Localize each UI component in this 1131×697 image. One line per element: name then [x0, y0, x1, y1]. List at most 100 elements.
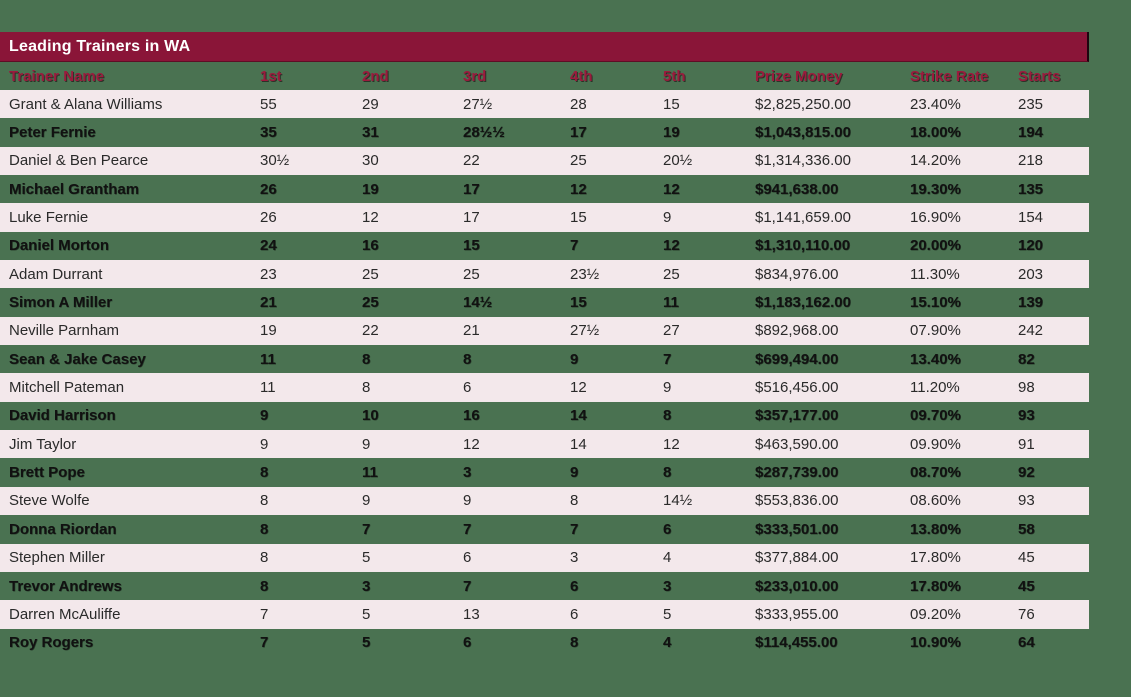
table-row: Roy Rogers 7 5 6 8 4 $114,455.00 10.90% 64 — [0, 629, 1089, 657]
cell-4th: 28 — [570, 95, 587, 113]
cell-starts: 218 — [1018, 152, 1044, 170]
cell-2nd: 25 — [362, 265, 379, 283]
cell-4th: 9 — [570, 350, 579, 368]
cell-1st: 55 — [260, 95, 277, 113]
cell-strike-rate: 08.70% — [910, 464, 961, 482]
table-rows: Grant & Alana Williams 55 29 27½ 28 15 $2,825,… — [0, 90, 1089, 657]
cell-starts: 139 — [1018, 294, 1044, 312]
cell-prize-money: $516,456.00 — [755, 379, 839, 397]
cell-trainer-name: Stephen Miller — [9, 549, 105, 567]
cell-5th: 9 — [663, 379, 672, 397]
cell-4th: 15 — [570, 294, 587, 312]
cell-5th: 8 — [663, 407, 672, 425]
table-title-bar: Leading Trainers in WA — [0, 32, 1089, 62]
table-row: Stephen Miller 8 5 6 3 4 $377,884.00 17.80% 45 — [0, 543, 1089, 572]
cell-5th: 3 — [663, 577, 672, 595]
cell-5th: 4 — [663, 549, 672, 567]
cell-3rd: 3 — [463, 464, 472, 482]
cell-trainer-name: Grant & Alana Williams — [9, 95, 163, 113]
cell-1st: 23 — [260, 265, 277, 283]
cell-prize-money: $357,177.00 — [755, 407, 839, 425]
cell-starts: 235 — [1018, 95, 1044, 113]
cell-2nd: 5 — [362, 605, 371, 623]
cell-strike-rate: 07.90% — [910, 322, 961, 340]
column-header-strike-rate: Strike Rate — [910, 67, 989, 85]
cell-starts: 58 — [1018, 520, 1035, 538]
column-header-3rd: 3rd — [463, 67, 487, 85]
cell-trainer-name: Roy Rogers — [9, 634, 94, 652]
cell-strike-rate: 17.80% — [910, 577, 961, 595]
table-row: Luke Fernie 26 12 17 15 9 $1,141,659.00 16.90% 1… — [0, 203, 1089, 232]
cell-strike-rate: 11.30% — [910, 265, 960, 283]
cell-5th: 27 — [663, 322, 680, 340]
cell-3rd: 13 — [463, 605, 480, 623]
cell-strike-rate: 13.40% — [910, 350, 961, 368]
cell-5th: 19 — [663, 124, 680, 142]
cell-2nd: 29 — [362, 95, 379, 113]
cell-4th: 14 — [570, 435, 587, 453]
cell-2nd: 30 — [362, 152, 379, 170]
cell-prize-money: $114,455.00 — [755, 634, 838, 652]
cell-5th: 15 — [663, 95, 680, 113]
cell-strike-rate: 11.20% — [910, 379, 960, 397]
cell-3rd: 17 — [463, 209, 480, 227]
cell-strike-rate: 10.90% — [910, 634, 961, 652]
cell-4th: 9 — [570, 464, 579, 482]
cell-trainer-name: Daniel Morton — [9, 237, 109, 255]
cell-strike-rate: 17.80% — [910, 549, 961, 567]
column-header-5th: 5th — [663, 67, 686, 85]
cell-3rd: 6 — [463, 549, 472, 567]
column-header-2nd: 2nd — [362, 67, 389, 85]
cell-trainer-name: Donna Riordan — [9, 520, 117, 538]
cell-3rd: 16 — [463, 407, 480, 425]
cell-trainer-name: Daniel & Ben Pearce — [9, 152, 149, 170]
cell-trainer-name: Darren McAuliffe — [9, 605, 121, 623]
cell-prize-money: $233,010.00 — [755, 577, 839, 595]
cell-trainer-name: Peter Fernie — [9, 124, 96, 142]
table-row: Adam Durrant 23 25 25 23½ 25 $834,976.00 11.30%… — [0, 260, 1089, 289]
cell-strike-rate: 09.70% — [910, 407, 961, 425]
cell-2nd: 5 — [362, 634, 371, 652]
cell-3rd: 15 — [463, 237, 480, 255]
cell-starts: 92 — [1018, 464, 1035, 482]
cell-1st: 8 — [260, 549, 269, 567]
table-row: Darren McAuliffe 7 5 13 6 5 $333,955.00 09.20% 7… — [0, 600, 1089, 629]
cell-starts: 82 — [1018, 350, 1035, 368]
table-row: Peter Fernie 35 31 28½½ 17 19 $1,043,815.00 18.… — [0, 118, 1089, 146]
cell-starts: 242 — [1018, 322, 1044, 340]
cell-2nd: 8 — [362, 350, 371, 368]
cell-5th: 6 — [663, 520, 672, 538]
cell-4th: 3 — [570, 549, 579, 567]
column-header-4th: 4th — [570, 67, 593, 85]
cell-prize-money: $1,183,162.00 — [755, 294, 851, 312]
cell-3rd: 8 — [463, 350, 472, 368]
cell-5th: 25 — [663, 265, 680, 283]
cell-1st: 8 — [260, 464, 269, 482]
cell-3rd: 9 — [463, 492, 472, 510]
cell-5th: 14½ — [663, 492, 693, 510]
cell-5th: 9 — [663, 209, 672, 227]
table-row: Sean & Jake Casey 11 8 8 9 7 $699,494.00 13.40%… — [0, 345, 1089, 373]
cell-trainer-name: Trevor Andrews — [9, 577, 122, 595]
cell-prize-money: $892,968.00 — [755, 322, 839, 340]
cell-1st: 30½ — [260, 152, 290, 170]
cell-prize-money: $1,141,659.00 — [755, 209, 851, 227]
cell-starts: 154 — [1018, 209, 1044, 227]
cell-2nd: 9 — [362, 435, 371, 453]
cell-strike-rate: 09.20% — [910, 605, 961, 623]
cell-1st: 21 — [260, 294, 277, 312]
cell-starts: 98 — [1018, 379, 1035, 397]
cell-4th: 23½ — [570, 265, 600, 283]
table-row: Simon A Miller 21 25 14½ 15 11 $1,183,162.00 15… — [0, 288, 1089, 316]
column-header-trainer-name: Trainer Name — [9, 67, 105, 85]
cell-2nd: 5 — [362, 549, 371, 567]
cell-4th: 7 — [570, 237, 579, 255]
cell-1st: 8 — [260, 520, 269, 538]
cell-prize-money: $287,739.00 — [755, 464, 839, 482]
cell-prize-money: $553,836.00 — [755, 492, 839, 510]
cell-strike-rate: 23.40% — [910, 95, 961, 113]
cell-prize-money: $377,884.00 — [755, 549, 839, 567]
cell-starts: 76 — [1018, 605, 1035, 623]
cell-starts: 91 — [1018, 435, 1035, 453]
table-row: Mitchell Pateman 11 8 6 12 9 $516,456.00 11.20%… — [0, 373, 1089, 402]
